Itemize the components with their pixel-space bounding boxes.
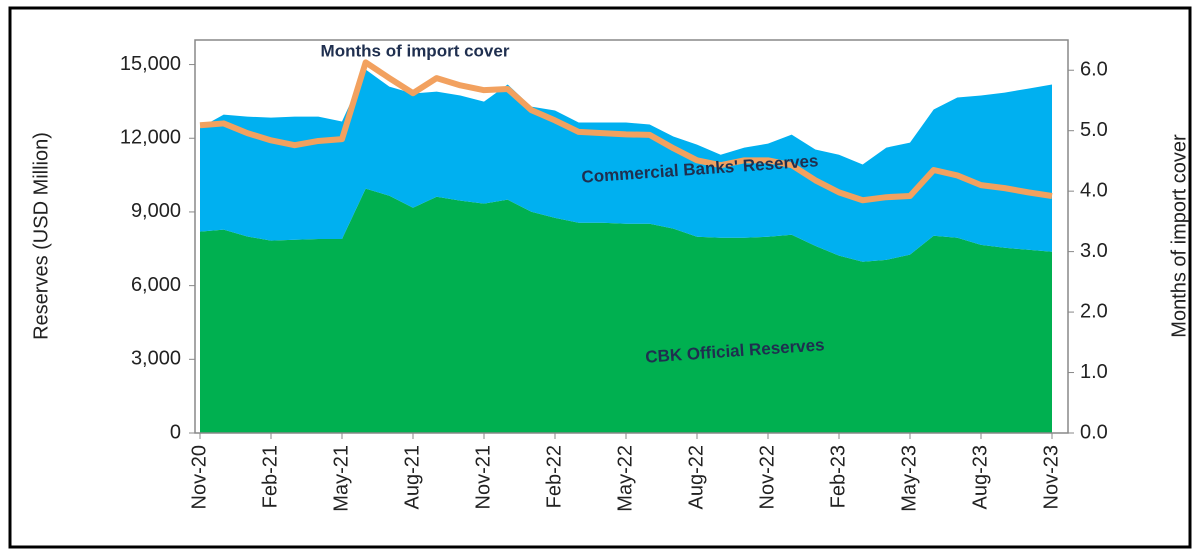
x-tick-label: Feb-22 xyxy=(543,445,565,508)
y2-tick-label: 3.0 xyxy=(1080,240,1108,262)
x-tick-label: May-21 xyxy=(330,445,352,512)
area xyxy=(200,188,1052,433)
x-tick-label: Nov-22 xyxy=(756,445,778,509)
plot: 0 3,000 6,000 9,000 12,000 15,000 0.0 1.0 2.0 3.0… xyxy=(120,39,1108,512)
x-tick-label: Nov-20 xyxy=(188,445,210,509)
y-tick-label: 12,000 xyxy=(120,127,181,149)
y2-tick-label: 2.0 xyxy=(1080,300,1108,322)
y-tick-label: 0 xyxy=(170,421,181,443)
x-tick-label: Nov-21 xyxy=(472,445,494,509)
plot-frame xyxy=(194,39,1069,434)
y2-tick-label: 6.0 xyxy=(1080,59,1108,81)
x-tick-label: May-22 xyxy=(614,445,636,512)
x-tick-label: Aug-23 xyxy=(969,445,991,510)
y-tick-label: 6,000 xyxy=(131,274,181,296)
y2-tick-label: 1.0 xyxy=(1080,361,1108,383)
y2-tick-label: 4.0 xyxy=(1080,179,1108,201)
x-tick-label: May-23 xyxy=(898,445,920,512)
y2-tick-label: 0.0 xyxy=(1080,421,1108,443)
area xyxy=(200,69,1052,262)
line-label: Months of import cover xyxy=(321,41,510,60)
x-tick-label: Feb-23 xyxy=(827,445,849,508)
x-tick-label: Aug-21 xyxy=(401,445,423,510)
y-tick-label: 15,000 xyxy=(120,53,181,75)
x-tick-label: Feb-21 xyxy=(259,445,281,508)
y-tick-label: 3,000 xyxy=(131,348,181,370)
y-tick-label: 9,000 xyxy=(131,200,181,222)
y2-axis-title: Months of import cover xyxy=(1168,134,1190,338)
frame xyxy=(8,6,1192,549)
x-tick-label: Aug-22 xyxy=(685,445,707,510)
y2-tick-label: 5.0 xyxy=(1080,119,1108,141)
y-axis-title: Reserves (USD Million) xyxy=(30,132,52,340)
x-tick-label: Nov-23 xyxy=(1040,445,1062,509)
line xyxy=(199,59,1053,204)
